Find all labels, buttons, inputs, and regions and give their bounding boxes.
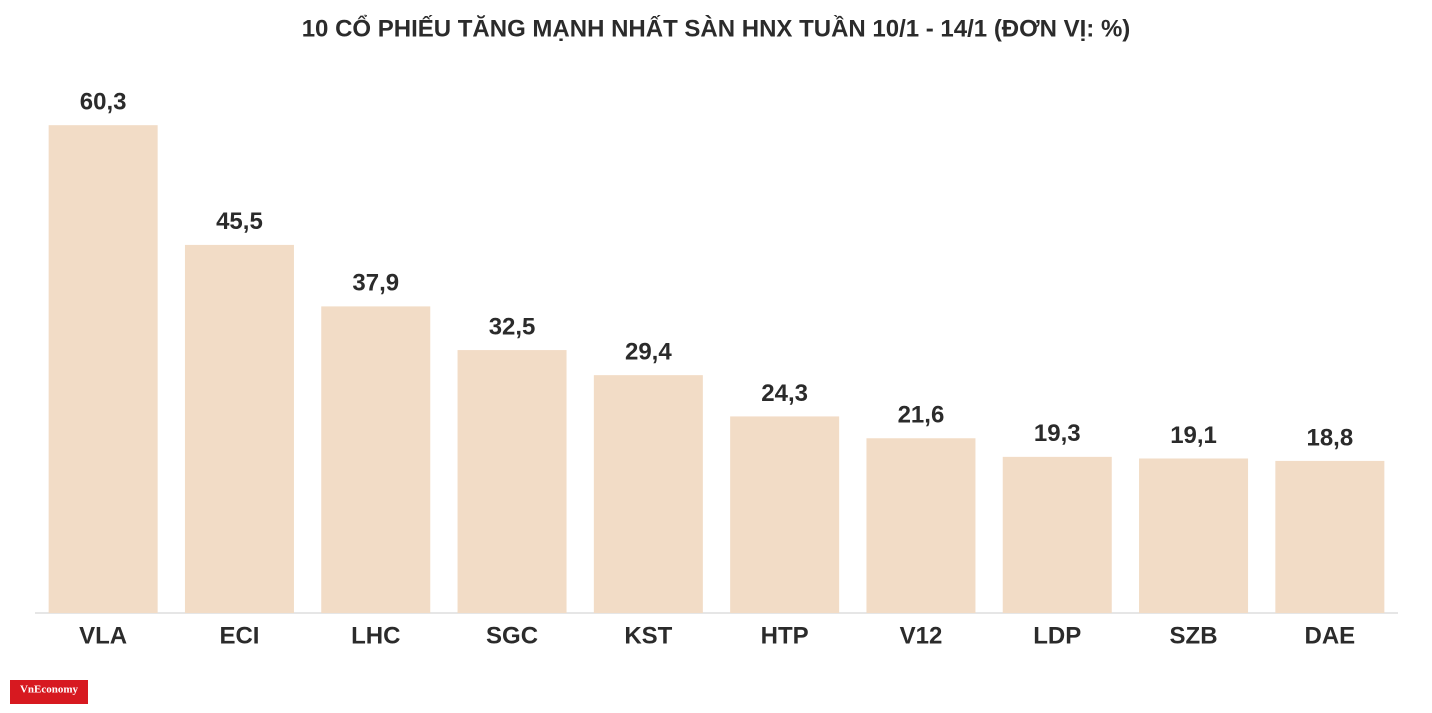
value-label: 45,5 xyxy=(216,208,263,235)
value-label: 32,5 xyxy=(489,313,536,340)
x-tick-label: HTP xyxy=(761,622,809,649)
bar xyxy=(866,438,976,613)
x-tick-label: V12 xyxy=(900,622,943,649)
value-label: 21,6 xyxy=(898,402,945,429)
x-tick-label: LHC xyxy=(351,622,400,649)
x-tick-label: SGC xyxy=(486,622,538,649)
value-label: 19,3 xyxy=(1034,420,1081,447)
logo: VnEconomy xyxy=(20,684,79,696)
bar xyxy=(1139,458,1249,613)
x-tick-label: SZB xyxy=(1170,622,1218,649)
bar xyxy=(1002,456,1112,613)
chart-title: 10 CỔ PHIẾU TĂNG MẠNH NHẤT SÀN HNX TUẦN … xyxy=(302,14,1131,42)
bar xyxy=(184,244,294,613)
value-label: 37,9 xyxy=(352,270,399,297)
x-tick-label: DAE xyxy=(1305,622,1356,649)
bar xyxy=(321,306,431,613)
x-tick-label: LDP xyxy=(1033,622,1081,649)
x-tick-label: ECI xyxy=(219,622,259,649)
value-label: 18,8 xyxy=(1306,424,1353,451)
value-label: 19,1 xyxy=(1170,422,1217,449)
logo-box xyxy=(10,680,88,704)
bar xyxy=(1275,460,1385,613)
bar xyxy=(48,125,158,613)
value-label: 24,3 xyxy=(761,380,808,407)
bar xyxy=(730,416,840,613)
bar xyxy=(457,350,567,613)
value-label: 60,3 xyxy=(80,89,127,116)
value-label: 29,4 xyxy=(625,338,672,365)
x-tick-label: VLA xyxy=(79,622,127,649)
x-tick-label: KST xyxy=(624,622,672,649)
bar xyxy=(593,375,703,613)
